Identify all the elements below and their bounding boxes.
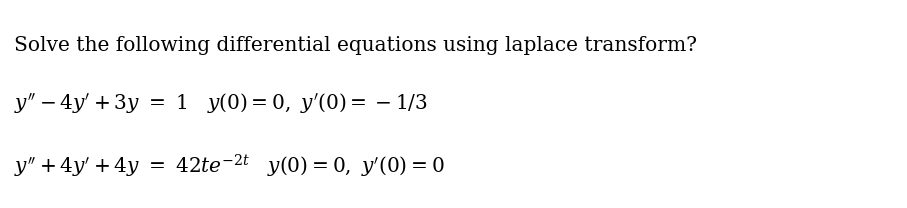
Text: $y'' - 4y' + 3y \ = \ 1 \quad y(0) = 0, \ y'(0) = -1/3$: $y'' - 4y' + 3y \ = \ 1 \quad y(0) = 0, … bbox=[14, 92, 427, 116]
Text: $y'' + 4y' + 4y \ = \ 42te^{-2t} \quad y(0) = 0, \ y'(0) = 0$: $y'' + 4y' + 4y \ = \ 42te^{-2t} \quad y… bbox=[14, 153, 444, 180]
Text: Solve the following differential equations using laplace transform?: Solve the following differential equatio… bbox=[14, 36, 697, 55]
